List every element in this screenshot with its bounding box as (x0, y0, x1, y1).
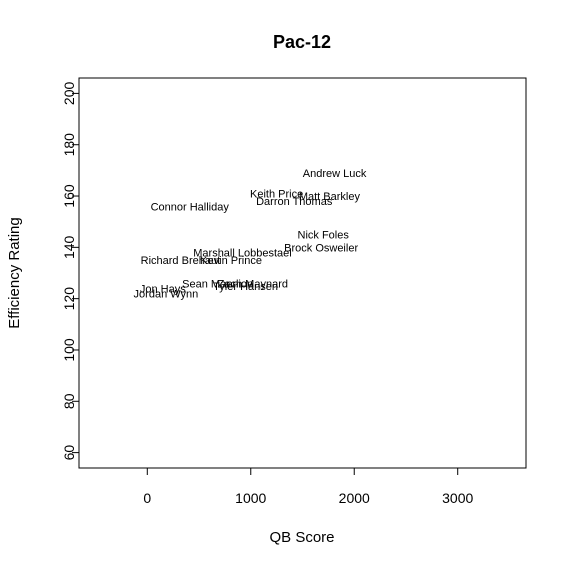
chart-title: Pac-12 (273, 32, 331, 52)
point-label: Brock Osweiler (284, 242, 358, 254)
x-tick-label: 1000 (235, 490, 266, 506)
y-tick-label: 100 (61, 338, 77, 362)
point-label: Richard Brehaut (141, 255, 221, 267)
point-label: Andrew Luck (303, 168, 367, 180)
x-axis-label: QB Score (269, 529, 334, 546)
point-label: Tyler Hansen (213, 281, 278, 293)
point-label: Zach Maynard (218, 278, 288, 290)
y-axis: 60 80 100 120 140 160 180 200 (61, 82, 80, 461)
x-tick-label: 3000 (442, 490, 473, 506)
point-label: Marshall Lobbestael (193, 247, 291, 259)
point-label: Jon Hays (140, 283, 186, 295)
y-tick-label: 140 (61, 235, 77, 259)
y-tick-label: 200 (61, 82, 77, 106)
x-tick-label: 2000 (339, 490, 370, 506)
point-label: Matt Barkley (299, 191, 361, 203)
y-tick-label: 120 (61, 287, 77, 311)
y-tick-label: 80 (61, 393, 77, 409)
y-tick-label: 180 (61, 133, 77, 157)
point-label: Darron Thomas (256, 196, 333, 208)
x-tick-label: 0 (143, 490, 151, 506)
point-label: Keith Price (250, 188, 303, 200)
y-tick-label: 160 (61, 184, 77, 208)
y-axis-label: Efficiency Rating (6, 217, 23, 328)
point-label: Kevin Prince (200, 255, 262, 267)
point-label: Jordan Wynn (134, 289, 199, 301)
point-label: Sean Mannion (182, 278, 253, 290)
x-axis: 0 1000 2000 3000 (143, 467, 473, 506)
y-tick-label: 60 (61, 445, 77, 461)
point-label: Nick Foles (298, 230, 350, 242)
point-label: Connor Halliday (151, 201, 230, 213)
